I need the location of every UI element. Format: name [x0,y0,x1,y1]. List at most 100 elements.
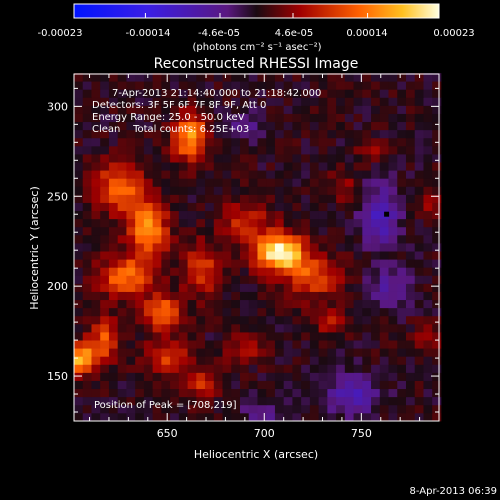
heatmap-cell [126,186,136,195]
heatmap-cell [274,291,285,301]
heatmap-cell [301,105,311,114]
heatmap-cell [205,267,215,276]
heatmap-cell [161,113,171,123]
heatmap-cell [362,299,372,309]
heatmap-cell [283,380,293,390]
heatmap-cell [170,396,180,406]
heatmap-cell [388,396,398,406]
heatmap-cell [301,299,311,309]
heatmap-cell [82,145,92,155]
heatmap-cell [178,113,188,123]
heatmap-cell [362,291,372,301]
heatmap-cell [248,372,258,381]
heatmap-cell [240,89,250,98]
heatmap-cell [91,81,101,90]
heatmap-cell [178,234,188,244]
heatmap-cell [187,210,197,220]
heatmap-cell [91,218,101,228]
heatmap-cell [379,243,389,252]
heatmap-cell [423,121,433,131]
heatmap-cell [196,267,206,276]
heatmap-cell [82,267,92,276]
heatmap-cell [196,243,206,252]
heatmap-cell [135,299,145,309]
heatmap-cell [405,73,416,82]
heatmap-cell [231,113,241,123]
heatmap-cell [205,283,215,292]
heatmap-cell [423,291,433,301]
heatmap-cell [362,226,372,236]
heatmap-cell [143,291,154,301]
heatmap-cell [344,267,354,276]
heatmap-cell [240,162,250,171]
heatmap-cell [231,340,241,349]
heatmap-cell [152,412,162,422]
heatmap-cell [397,404,407,414]
heatmap-cell [100,81,110,90]
heatmap-cell [108,162,119,171]
heatmap-cell [292,299,302,309]
heatmap-cell [309,348,320,357]
heatmap-cell [292,364,302,373]
heatmap-cell [161,267,171,276]
heatmap-cell [213,396,223,406]
heatmap-cell [170,315,180,325]
heatmap-cell [336,251,346,260]
heatmap-cell [301,162,311,171]
heatmap-cell [170,234,180,244]
heatmap-cell [318,202,328,212]
heatmap-cell [82,299,92,309]
heatmap-cell [74,89,84,98]
heatmap-cell [405,299,416,309]
heatmap-cell [108,259,119,268]
heatmap-cell [161,194,171,203]
heatmap-cell [257,259,267,268]
heatmap-cell [414,307,424,317]
heatmap-cell [414,129,424,139]
heatmap-cell [170,145,180,155]
heatmap-cell [362,396,372,406]
heatmap-cell [344,412,354,422]
heatmap-cell [205,178,215,187]
heatmap-cell [274,137,285,147]
heatmap-cell [283,243,293,252]
heatmap-cell [292,356,302,365]
heatmap-cell [196,291,206,301]
heatmap-cell [318,275,328,284]
heatmap-cell [353,364,363,373]
heatmap-cell [213,89,223,98]
heatmap-cell [318,291,328,301]
heatmap-cell [344,243,354,252]
heatmap-cell [248,202,258,212]
heatmap-cell [222,234,232,244]
heatmap-cell [161,210,171,220]
heatmap-cell [388,129,398,139]
heatmap-cell [292,105,302,114]
heatmap-cell [126,178,136,187]
heatmap-cell [301,340,311,349]
heatmap-cell [266,162,276,171]
heatmap-cell [135,404,145,414]
heatmap-cell [379,145,389,155]
heatmap-cell [432,243,442,252]
heatmap-cell [82,291,92,301]
heatmap-cell [423,412,433,422]
heatmap-cell [152,202,162,212]
heatmap-cell [91,307,101,317]
heatmap-cell [353,97,363,106]
heatmap-cell [170,202,180,212]
heatmap-cell [82,202,92,212]
heatmap-cell [100,307,110,317]
heatmap-cell [126,299,136,309]
heatmap-cell [344,218,354,228]
heatmap-cell [170,113,180,123]
heatmap-cell [213,121,223,131]
heatmap-cell [327,364,337,373]
heatmap-cell [240,178,250,187]
heatmap-cell [257,283,267,292]
heatmap-cell [362,97,372,106]
heatmap-cell [266,291,276,301]
heatmap-cell [196,307,206,317]
heatmap-cell [274,396,285,406]
heatmap-cell [371,388,381,398]
